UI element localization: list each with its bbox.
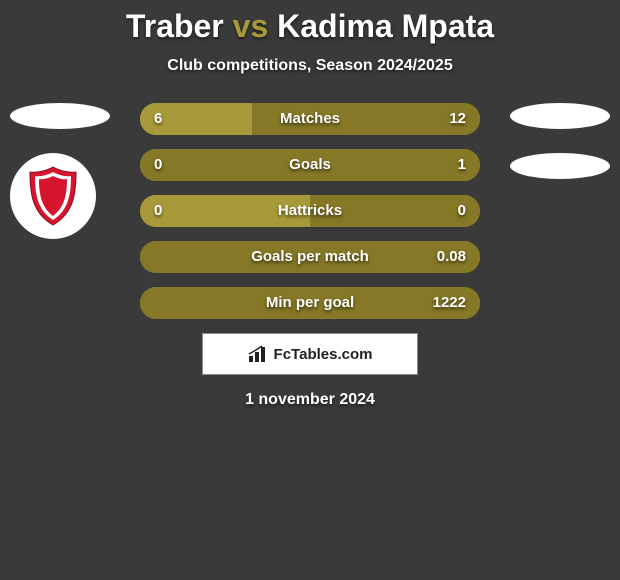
player1-name: Traber [126, 8, 224, 44]
team-badge-placeholder [10, 103, 110, 129]
stat-row: 0.08Goals per match [140, 241, 480, 273]
brand-text: FcTables.com [274, 346, 373, 363]
brand-footer[interactable]: FcTables.com [202, 333, 418, 375]
date-text: 1 november 2024 [0, 391, 620, 409]
stat-label: Hattricks [140, 195, 480, 227]
team-badge-placeholder [510, 103, 610, 129]
player2-name: Kadima Mpata [277, 8, 494, 44]
shield-icon [26, 165, 80, 227]
team-badge-placeholder [510, 153, 610, 179]
stat-label: Goals [140, 149, 480, 181]
chart-area: 612Matches 01Goals 00Hattricks 0.08Goals pe… [0, 103, 620, 319]
bar-chart-icon [248, 345, 268, 363]
stat-label: Goals per match [140, 241, 480, 273]
right-team-badges [510, 103, 610, 203]
stat-label: Min per goal [140, 287, 480, 319]
stat-label: Matches [140, 103, 480, 135]
stat-bars: 612Matches 01Goals 00Hattricks 0.08Goals pe… [140, 103, 480, 319]
team-shield-badge [10, 153, 96, 239]
stat-row: 612Matches [140, 103, 480, 135]
subtitle: Club competitions, Season 2024/2025 [0, 57, 620, 75]
stat-row: 1222Min per goal [140, 287, 480, 319]
stat-row: 00Hattricks [140, 195, 480, 227]
brand-prefix: Fc [274, 346, 292, 363]
left-team-badges [10, 103, 110, 239]
vs-text: vs [233, 8, 269, 44]
comparison-title: Traber vs Kadima Mpata [0, 0, 620, 45]
brand-suffix: Tables.com [291, 346, 372, 363]
stat-row: 01Goals [140, 149, 480, 181]
